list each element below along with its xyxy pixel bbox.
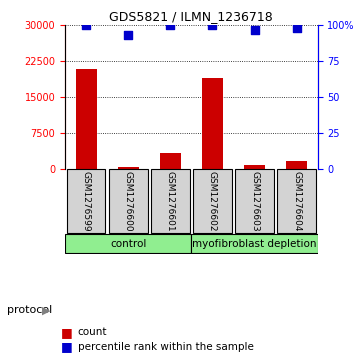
Text: GSM1276604: GSM1276604 [292, 171, 301, 232]
Text: GSM1276602: GSM1276602 [208, 171, 217, 232]
Text: ■: ■ [61, 326, 73, 339]
Text: ▶: ▶ [42, 305, 50, 315]
Point [83, 23, 89, 28]
Point [294, 25, 300, 31]
Text: protocol: protocol [7, 305, 52, 315]
Text: control: control [110, 239, 146, 249]
Bar [65, 234, 191, 253]
Bar [235, 170, 274, 233]
Bar [118, 167, 139, 170]
Bar [151, 170, 190, 233]
Point [252, 27, 257, 33]
Text: percentile rank within the sample: percentile rank within the sample [78, 342, 253, 352]
Bar [244, 165, 265, 170]
Text: myofibroblast depletion: myofibroblast depletion [192, 239, 317, 249]
Text: GSM1276601: GSM1276601 [166, 171, 175, 232]
Bar [109, 170, 148, 233]
Bar [75, 69, 96, 170]
Point [125, 33, 131, 38]
Bar [67, 170, 105, 233]
Text: ■: ■ [61, 340, 73, 353]
Bar [160, 152, 181, 170]
Text: count: count [78, 327, 107, 337]
Title: GDS5821 / ILMN_1236718: GDS5821 / ILMN_1236718 [109, 10, 273, 23]
Point [168, 23, 173, 28]
Bar [191, 234, 318, 253]
Bar [277, 170, 316, 233]
Bar [193, 170, 232, 233]
Bar [202, 78, 223, 170]
Text: GSM1276603: GSM1276603 [250, 171, 259, 232]
Text: GSM1276599: GSM1276599 [82, 171, 91, 232]
Point [209, 23, 215, 28]
Text: GSM1276600: GSM1276600 [124, 171, 132, 232]
Bar [286, 161, 307, 170]
